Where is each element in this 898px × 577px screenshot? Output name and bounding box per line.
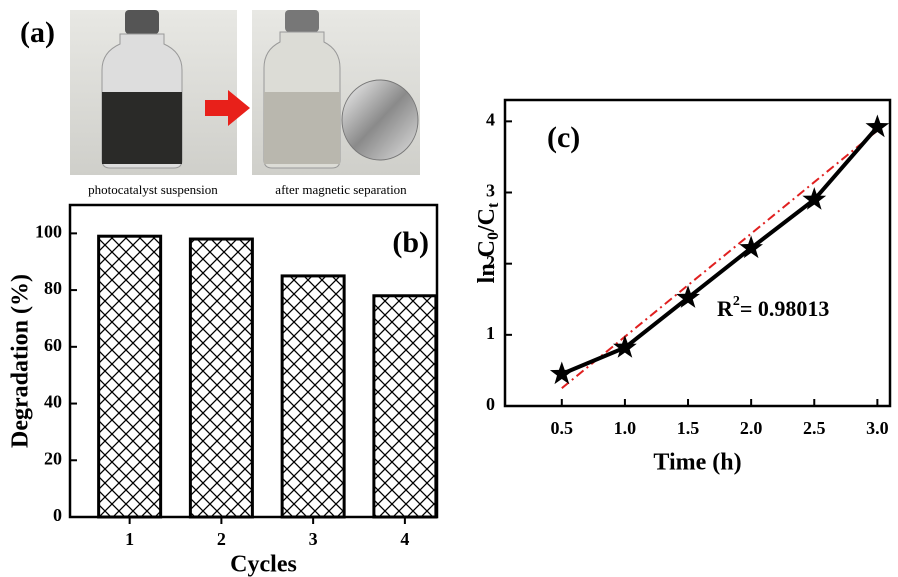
y-tick-label: 0: [486, 394, 495, 414]
y-tick-label: 80: [44, 278, 62, 298]
x-axis-title: Time (h): [653, 450, 741, 476]
data-line: [562, 127, 878, 374]
y-tick-label: 0: [53, 505, 62, 525]
x-tick-label: 4: [400, 529, 409, 549]
annotation: R2= 0.98013: [717, 294, 829, 321]
bar: [282, 276, 344, 517]
x-tick-label: 2: [217, 529, 226, 549]
label-part: = 0.98013: [740, 296, 830, 321]
x-tick-label: 1.0: [614, 418, 637, 438]
y-tick-label: 60: [44, 335, 62, 355]
label-part: 2: [733, 294, 740, 309]
y-tick-label: 3: [486, 181, 495, 201]
x-tick-label: 1.5: [677, 418, 700, 438]
y-tick-label: 40: [44, 392, 62, 412]
panel-label: (c): [547, 121, 580, 154]
panel-label: (b): [392, 226, 429, 259]
label-part: 0: [485, 232, 502, 240]
star-marker: [550, 362, 574, 385]
x-tick-label: 3: [309, 529, 318, 549]
y-tick-label: 1: [486, 323, 495, 343]
x-axis-title: Cycles: [230, 552, 297, 577]
label-part: t: [485, 202, 502, 208]
panel-label: (a): [20, 16, 55, 49]
photo-right: [252, 10, 420, 175]
figure: (a) photocatalyst suspension after magne…: [0, 0, 898, 577]
y-tick-label: 4: [486, 109, 495, 129]
y-axis-title: ln C0/Ct: [474, 202, 502, 283]
label-part: /C: [474, 208, 500, 233]
x-tick-label: 2.0: [740, 418, 763, 438]
y-axis-title: Degradation (%): [8, 274, 34, 448]
photo-caption: photocatalyst suspension: [88, 182, 218, 197]
y-tick-label: 100: [35, 221, 62, 241]
label-part: R: [717, 296, 734, 321]
x-tick-label: 0.5: [551, 418, 574, 438]
bar: [374, 296, 436, 517]
bar: [190, 239, 252, 517]
y-tick-label: 20: [44, 448, 62, 468]
bar: [99, 236, 161, 517]
photo-caption: after magnetic separation: [275, 182, 407, 197]
x-tick-label: 1: [125, 529, 134, 549]
star-marker: [613, 335, 637, 358]
label-part: ln C: [474, 240, 500, 283]
photo-left: [70, 10, 237, 175]
fit-line: [562, 131, 878, 389]
x-tick-label: 3.0: [866, 418, 889, 438]
x-tick-label: 2.5: [803, 418, 826, 438]
